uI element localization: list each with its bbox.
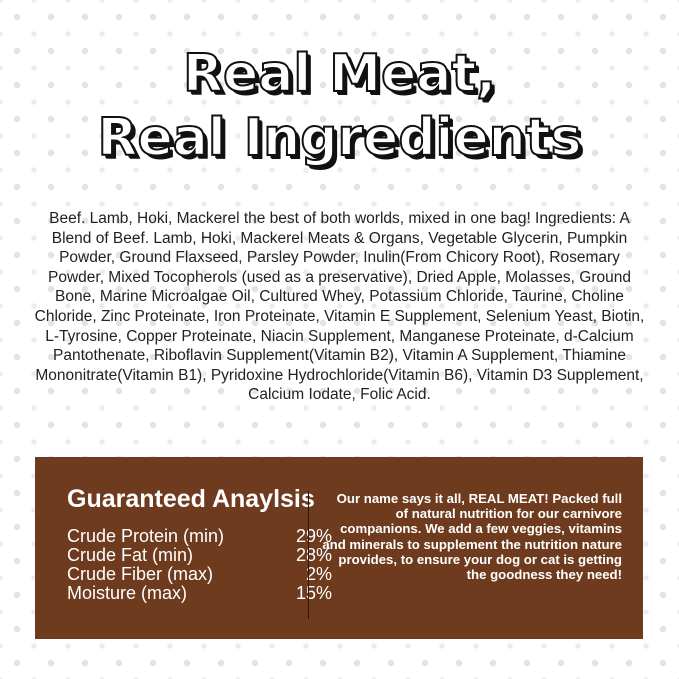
analysis-row: Crude Fiber (max) 2% [67, 565, 332, 584]
row-value: 15% [295, 583, 332, 603]
headline-line-1: Real Meat, [182, 43, 497, 105]
row-label: Crude Fiber (max) [67, 564, 214, 584]
headline-line-2: Real Ingredients [97, 107, 583, 169]
analysis-row: Moisture (max) 15% [67, 584, 332, 603]
analysis-table: Crude Protein (min) 29% Crude Fat (min) 28… [67, 527, 332, 603]
divider [308, 491, 309, 619]
row-label: Crude Protein (min) [67, 526, 225, 546]
headline: Real Meat, Real Ingredients [0, 42, 679, 170]
analysis-row: Crude Protein (min) 29% [67, 527, 332, 546]
row-value: 29% [295, 526, 332, 546]
analysis-title: Guaranteed Anaylsis [67, 485, 315, 513]
row-label: Crude Fat (min) [67, 545, 194, 565]
analysis-row: Crude Fat (min) 28% [67, 546, 332, 565]
brand-blurb: Our name says it all, REAL MEAT! Packed … [322, 491, 622, 583]
row-value: 2% [305, 564, 332, 584]
analysis-panel: Guaranteed Anaylsis Crude Protein (min) 2… [35, 457, 643, 639]
row-value: 28% [295, 545, 332, 565]
row-label: Moisture (max) [67, 583, 188, 603]
ingredients-text: Beef. Lamb, Hoki, Mackerel the best of b… [34, 210, 645, 404]
